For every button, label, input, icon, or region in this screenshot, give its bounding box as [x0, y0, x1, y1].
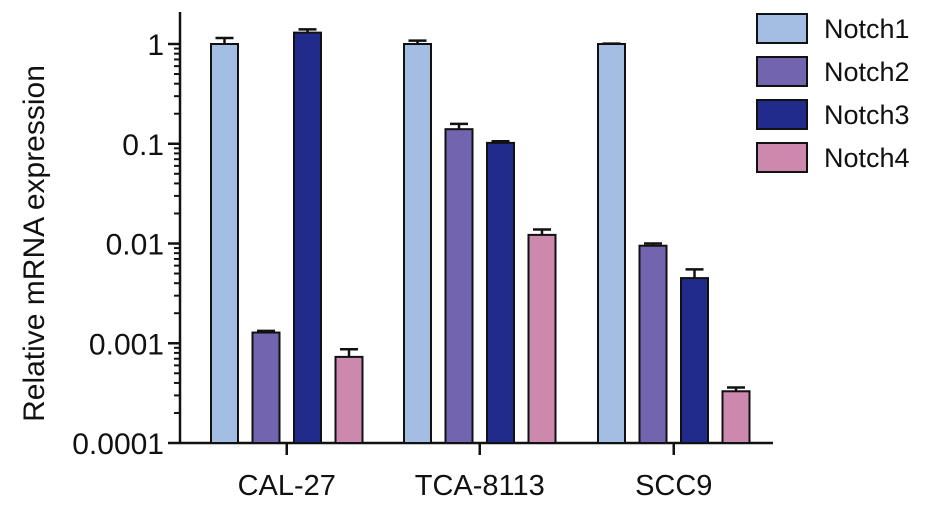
legend-label-notch2: Notch2: [824, 57, 910, 87]
x-category-label: TCA-8113: [415, 470, 545, 502]
axes: 1 0.1 0.01 0.001 0.0001 Relative mRNA express…: [18, 12, 773, 502]
x-category-label: CAL-27: [238, 470, 336, 502]
y-tick-label: 1: [147, 29, 164, 62]
legend-swatch-notch3: [756, 99, 808, 130]
legend-swatch-notch4: [756, 142, 808, 173]
legend-swatch-notch2: [756, 56, 808, 87]
legend-swatch-notch1: [756, 13, 808, 44]
bars: [210, 28, 751, 445]
bar-notch2-scc9: [638, 244, 668, 444]
bar-notch1-scc9: [597, 43, 626, 444]
y-tick-label: 0.1: [122, 129, 164, 162]
bar-notch3-tca-8113: [486, 141, 515, 445]
legend-label-notch3: Notch3: [824, 100, 910, 130]
y-tick-label: 0.0001: [72, 428, 164, 461]
x-category-label: SCC9: [635, 470, 712, 502]
y-axis-label: Relative mRNA expression: [18, 65, 51, 422]
bar-notch3-cal-27: [293, 31, 322, 444]
bar-notch4-tca-8113: [527, 233, 557, 444]
y-tick-label: 0.001: [89, 328, 164, 361]
bar-notch1-cal-27: [210, 43, 239, 444]
legend-label-notch4: Notch4: [824, 143, 910, 173]
bar-notch4-scc9: [721, 390, 751, 444]
legend-label-notch1: Notch1: [824, 14, 910, 44]
bar-notch2-cal-27: [251, 331, 281, 445]
y-tick-label: 0.01: [106, 229, 164, 262]
bar-notch4-cal-27: [334, 355, 364, 444]
legend: Notch1 Notch2 Notch3 Notch4: [756, 13, 910, 173]
bar-notch2-tca-8113: [444, 128, 474, 444]
bar-notch1-tca-8113: [403, 43, 432, 444]
bar-notch3-scc9: [680, 277, 709, 444]
